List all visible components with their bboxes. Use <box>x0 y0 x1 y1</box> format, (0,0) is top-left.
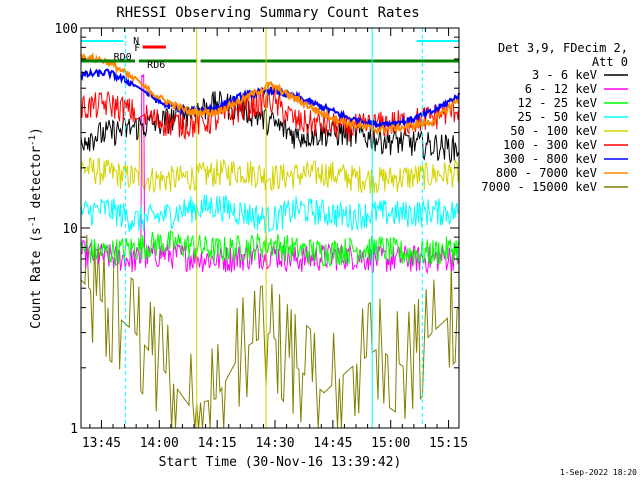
legend-entry-label: 800 - 7000 keV <box>496 166 597 180</box>
x-tick-label: 14:30 <box>255 436 294 451</box>
plot-series-group <box>80 51 460 429</box>
axes-group: 13:45 14:00 14:15 14:30 14:45 15:00 15:15 1 10 10… <box>55 22 469 451</box>
x-axis-label: Start Time (30-Nov-16 13:39:42) <box>159 455 402 470</box>
chart-title: RHESSI Observing Summary Count Rates <box>116 5 419 21</box>
x-tick-label: 15:15 <box>429 436 468 451</box>
series-line <box>80 90 460 164</box>
series-line <box>80 51 460 136</box>
legend-header-line-2: Att 0 <box>592 55 628 69</box>
x-tick-label: 14:15 <box>198 436 237 451</box>
legend-entry-label: 50 - 100 keV <box>510 124 597 138</box>
x-tick-label: 14:45 <box>313 436 352 451</box>
legend-entry-label: 6 - 12 keV <box>525 82 597 96</box>
legend-entry-label: 12 - 25 keV <box>518 96 597 110</box>
legend-entry-label: 25 - 50 keV <box>518 110 597 124</box>
flag-label: RD6 <box>147 60 165 71</box>
legend-entry-label: 7000 - 15000 keV <box>481 180 597 194</box>
series-line <box>80 230 460 267</box>
y-tick-label: 1 <box>70 422 78 437</box>
x-tick-label: 14:00 <box>140 436 179 451</box>
legend-entry-label: 300 - 800 keV <box>503 152 597 166</box>
series-line <box>80 194 460 234</box>
y-axis-label: Count Rate (s-1 detector-1) <box>28 127 44 329</box>
legend-header-line-1: Det 3,9, FDecim 2, <box>498 41 628 55</box>
timestamp: 1-Sep-2022 18:20 <box>560 468 637 477</box>
legend-entry-label: 3 - 6 keV <box>532 68 597 82</box>
flag-label: RD0 <box>114 52 132 63</box>
y-tick-label: 10 <box>62 222 78 237</box>
series-line <box>80 234 460 429</box>
x-tick-label: 13:45 <box>82 436 121 451</box>
legend-entry-label: 100 - 300 keV <box>503 138 597 152</box>
flag-label: N <box>133 36 139 47</box>
series-line <box>80 74 460 275</box>
y-tick-label: 100 <box>55 22 78 37</box>
flag-label: F <box>134 43 140 54</box>
x-tick-label: 15:00 <box>371 436 410 451</box>
